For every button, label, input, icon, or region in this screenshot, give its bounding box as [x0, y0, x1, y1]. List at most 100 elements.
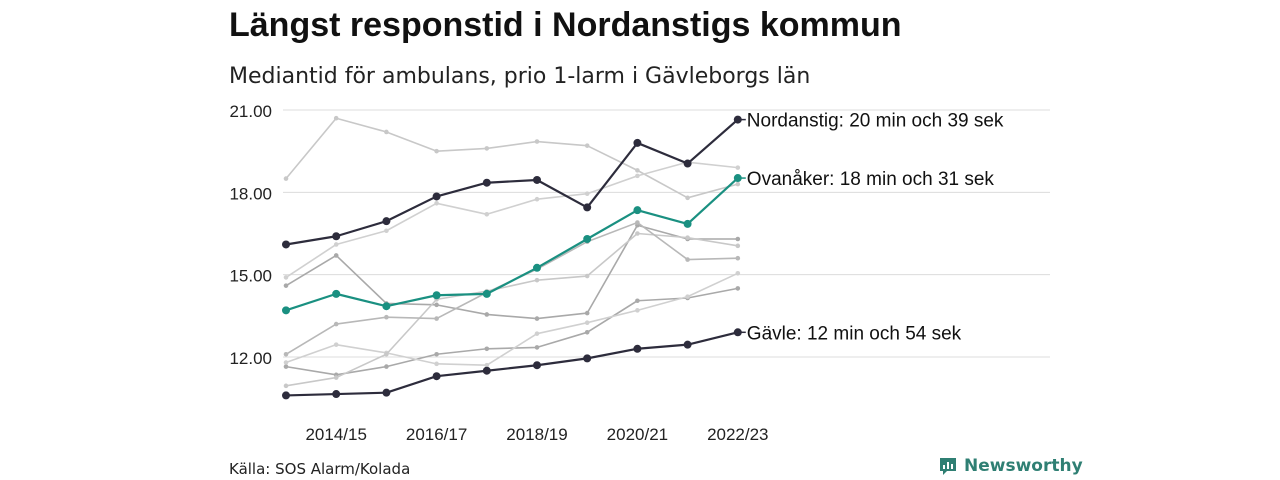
- series-nordanstig-point: [482, 178, 491, 187]
- series-ovan-ker-point: [533, 263, 541, 272]
- background-series-point: [283, 383, 289, 389]
- series-ovan-ker-point: [332, 289, 341, 298]
- background-series-point: [735, 181, 741, 187]
- background-series-point: [735, 255, 741, 261]
- background-series-point: [584, 330, 590, 335]
- background-series-point: [635, 168, 640, 173]
- background-series-point: [635, 308, 640, 313]
- series-g-vle-point: [583, 354, 592, 363]
- background-series-point: [584, 310, 590, 316]
- line-chart: 21.00 18.00 15.00 12.00 2014/15 2016/17 2018/1…: [229, 102, 1050, 444]
- background-series-point: [384, 351, 389, 357]
- background-series-point: [584, 143, 590, 148]
- y-tick-label: 18.00: [229, 184, 272, 203]
- background-series-point: [283, 275, 289, 280]
- background-series-line: [285, 117, 739, 199]
- series-nordanstig-point: [583, 203, 592, 212]
- series-g-vle-line: [285, 331, 739, 397]
- background-series-point: [434, 316, 439, 321]
- y-grid: 21.00 18.00 15.00 12.00: [229, 102, 1050, 368]
- series-g-vle-point: [332, 390, 341, 399]
- background-series-point: [584, 320, 590, 325]
- background-series-point: [384, 129, 389, 135]
- background-series: [283, 231, 741, 389]
- background-series-line: [285, 232, 738, 387]
- background-series-point: [283, 176, 289, 181]
- background-series: [283, 115, 741, 201]
- background-series-point: [434, 302, 439, 308]
- x-tick-label: 2014/15: [305, 425, 366, 444]
- background-series-point: [333, 321, 339, 327]
- x-tick-label: 2022/23: [707, 425, 768, 444]
- background-series-point: [434, 361, 439, 367]
- x-tick-label: 2018/19: [506, 425, 567, 444]
- series-nordanstig-point: [683, 159, 692, 168]
- background-series-point: [283, 351, 289, 357]
- source-note: Källa: SOS Alarm/Kolada: [229, 460, 411, 478]
- series-ovan-ker-point: [482, 289, 491, 298]
- background-series-point: [484, 362, 490, 368]
- series-nordanstig-line: [285, 118, 739, 246]
- series-g-vle-point: [382, 388, 391, 397]
- background-series-point: [635, 173, 640, 179]
- background-series-point: [384, 314, 389, 320]
- series-ovan-ker-point: [633, 206, 642, 215]
- newsworthy-logo-icon: [940, 458, 956, 475]
- series-g-vle: [282, 328, 742, 400]
- brand-name: Newsworthy: [964, 456, 1083, 476]
- background-series-point: [685, 195, 690, 201]
- background-series-point: [283, 364, 289, 369]
- background-series-point: [283, 360, 289, 365]
- series-nordanstig-point: [432, 192, 441, 201]
- background-series-point: [384, 228, 389, 234]
- background-series-point: [534, 277, 540, 283]
- background-series-point: [283, 283, 289, 288]
- series-ovan-ker-point: [282, 306, 290, 315]
- series-ovan-ker-point: [683, 219, 692, 228]
- background-series-point: [534, 139, 540, 144]
- series-nordanstig-point: [332, 232, 341, 241]
- background-series-point: [685, 235, 690, 240]
- background-series-point: [584, 273, 590, 279]
- series-nordanstig-point: [282, 240, 290, 249]
- background-series-point: [384, 364, 389, 369]
- chart-title: Längst responstid i Nordanstigs kommun: [229, 6, 902, 44]
- background-series-point: [534, 345, 540, 350]
- series-g-vle-point: [482, 366, 491, 375]
- background-series-point: [635, 220, 640, 225]
- background-series-point: [333, 375, 339, 380]
- series-nordanstig-point: [533, 175, 541, 184]
- background-series-point: [434, 351, 439, 357]
- series-ovan-ker-point: [583, 234, 592, 243]
- series-ovan-ker-point: [432, 291, 441, 300]
- x-tick-label: 2016/17: [406, 425, 467, 444]
- background-series-line: [285, 161, 738, 279]
- background-series-point: [685, 294, 690, 299]
- brand: Newsworthy: [938, 456, 1083, 476]
- series-g-vle-point: [282, 391, 290, 400]
- x-tick-label: 2020/21: [607, 425, 668, 444]
- background-series-point: [735, 286, 741, 291]
- background-series-point: [333, 242, 339, 247]
- background-series-line: [285, 224, 738, 320]
- y-tick-label: 21.00: [229, 102, 272, 121]
- background-series-point: [484, 211, 490, 217]
- background-series-point: [534, 331, 540, 336]
- background-series-point: [735, 236, 741, 242]
- background-series-point: [333, 115, 339, 121]
- background-series-point: [484, 146, 490, 151]
- background-series-point: [635, 231, 640, 236]
- background-series-line: [285, 287, 738, 376]
- series-label: Ovanåker: 18 min och 31 sek: [747, 169, 995, 190]
- background-series-point: [635, 298, 640, 304]
- background-series-point: [584, 191, 590, 197]
- series-nordanstig: [282, 115, 742, 249]
- background-series-point: [735, 165, 741, 170]
- background-series: [283, 159, 741, 280]
- background-series-point: [484, 346, 490, 352]
- background-series-point: [735, 270, 741, 276]
- background-series-point: [735, 243, 741, 249]
- series-g-vle-point: [683, 340, 692, 349]
- series-ovan-ker: [282, 174, 742, 315]
- background-series: [283, 286, 741, 378]
